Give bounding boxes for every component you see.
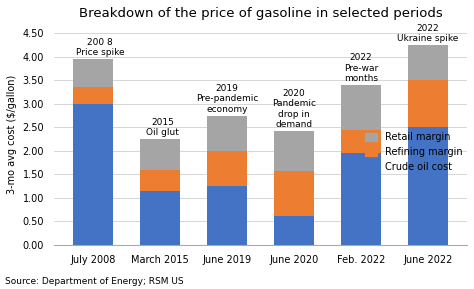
Text: 2019
Pre-pandemic
economy: 2019 Pre-pandemic economy xyxy=(196,84,258,114)
Text: Source: Department of Energy; RSM US: Source: Department of Energy; RSM US xyxy=(5,277,183,286)
Y-axis label: 3-mo avg cost ($/gallon): 3-mo avg cost ($/gallon) xyxy=(7,75,17,194)
Bar xyxy=(408,80,448,127)
Bar xyxy=(408,45,448,80)
Title: Breakdown of the price of gasoline in selected periods: Breakdown of the price of gasoline in se… xyxy=(79,7,442,20)
Bar xyxy=(274,216,314,245)
Text: 2020
Pandemic
drop in
demand: 2020 Pandemic drop in demand xyxy=(272,89,316,129)
Bar xyxy=(341,153,381,245)
Text: 2022
Pre-war
months: 2022 Pre-war months xyxy=(344,53,378,83)
Bar xyxy=(73,104,113,245)
Bar xyxy=(140,191,180,245)
Bar xyxy=(73,87,113,104)
Bar xyxy=(274,171,314,216)
Bar xyxy=(341,130,381,153)
Bar xyxy=(207,116,247,151)
Bar xyxy=(408,127,448,245)
Legend: Retail margin, Refining margin, Crude oil cost: Retail margin, Refining margin, Crude oi… xyxy=(365,132,462,172)
Bar xyxy=(274,131,314,171)
Bar xyxy=(341,85,381,130)
Bar xyxy=(207,186,247,245)
Bar xyxy=(73,59,113,87)
Bar xyxy=(140,139,180,170)
Bar xyxy=(207,151,247,186)
Text: 200 8
Price spike: 200 8 Price spike xyxy=(76,38,125,57)
Bar xyxy=(140,170,180,191)
Text: 2022
Ukraine spike: 2022 Ukraine spike xyxy=(398,24,459,43)
Text: 2015
Oil glut: 2015 Oil glut xyxy=(146,118,179,137)
